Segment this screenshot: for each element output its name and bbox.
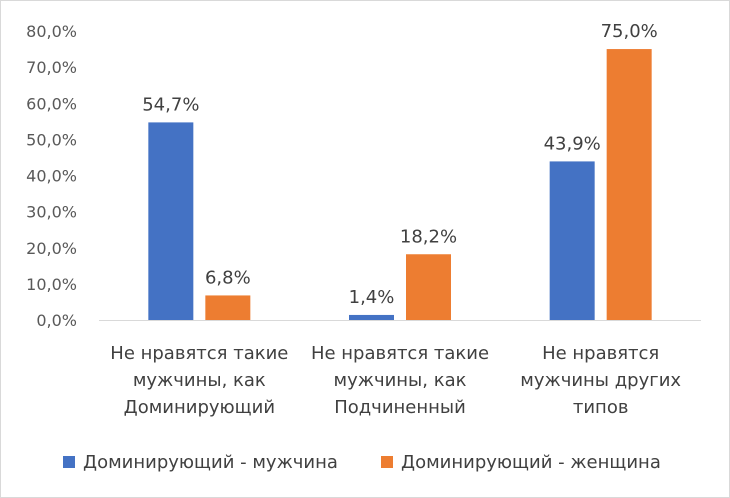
bars xyxy=(148,49,652,321)
bar-male-2 xyxy=(349,314,394,320)
category-label: Не нравятся такие мужчины, как Доминирующи… xyxy=(110,343,288,418)
y-axis-ticks: 0,0% 10,0% 20,0% 30,0% 40,0% 50,0% 60,0% 70,0% 8… xyxy=(26,22,77,330)
y-tick-label: 40,0% xyxy=(26,167,77,186)
y-tick-label: 50,0% xyxy=(26,130,77,149)
y-tick-label: 20,0% xyxy=(26,239,77,258)
bar-female-3 xyxy=(606,49,652,320)
y-tick-label: 30,0% xyxy=(26,203,77,222)
legend-label: Доминирующий - мужчина xyxy=(83,452,338,473)
bar-female-2 xyxy=(406,254,451,320)
bar-male-3 xyxy=(549,161,595,320)
data-label: 18,2% xyxy=(400,226,457,247)
y-tick-label: 0,0% xyxy=(36,311,77,330)
data-label: 75,0% xyxy=(601,21,658,42)
bar-female-1 xyxy=(205,295,251,320)
data-label: 6,8% xyxy=(205,267,251,288)
legend: Доминирующий - мужчина Доминирующий - жен… xyxy=(63,452,661,473)
legend-swatch xyxy=(381,456,393,468)
y-tick-label: 70,0% xyxy=(26,58,77,77)
category-labels: Не нравятся такие мужчины, как Доминирующи… xyxy=(110,343,681,418)
data-label: 1,4% xyxy=(349,287,395,308)
y-tick-label: 10,0% xyxy=(26,275,77,294)
legend-swatch xyxy=(63,456,75,468)
category-label: Не нравятся мужчины других типов xyxy=(520,343,681,418)
data-labels: 54,7% 1,4% 43,9% 6,8% 18,2% 75,0% xyxy=(142,21,658,308)
category-label: Не нравятся такие мужчины, как Подчиненный xyxy=(311,343,489,418)
y-tick-label: 80,0% xyxy=(26,22,77,41)
data-label: 54,7% xyxy=(142,94,199,115)
legend-label: Доминирующий - женщина xyxy=(401,452,661,473)
y-tick-label: 60,0% xyxy=(26,94,77,113)
bar-male-1 xyxy=(148,122,194,321)
data-label: 43,9% xyxy=(544,133,601,154)
